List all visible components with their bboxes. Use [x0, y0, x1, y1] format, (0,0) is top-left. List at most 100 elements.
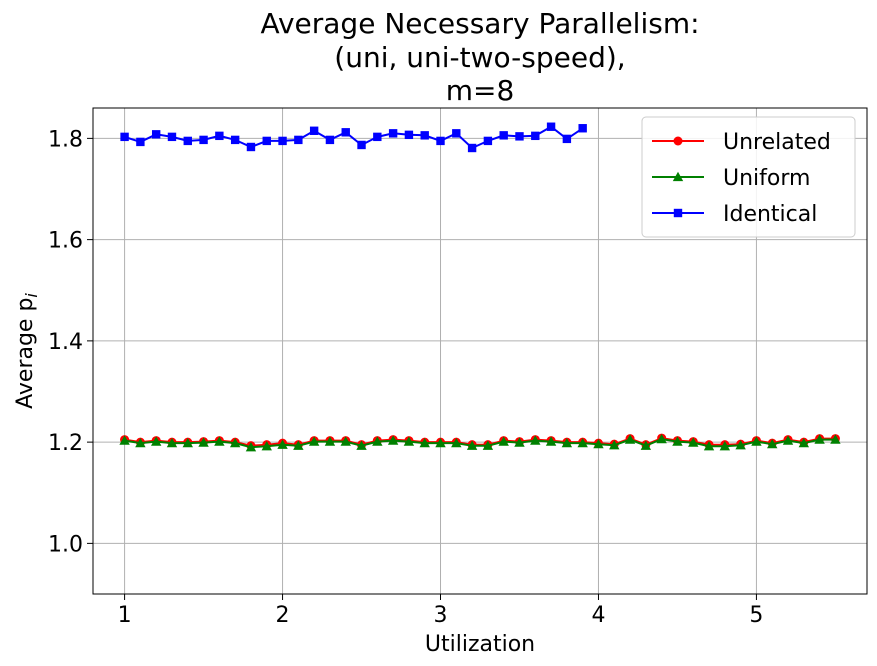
data-point-identical — [436, 136, 445, 146]
data-point-uniform — [482, 440, 494, 450]
data-point-uniform — [514, 437, 525, 447]
data-point-uniform — [561, 437, 573, 448]
data-point-identical — [404, 130, 414, 140]
legend-label-identical: Identical — [723, 202, 817, 227]
data-point-uniform — [830, 434, 841, 444]
legend-frame — [641, 116, 856, 238]
data-point-uniform — [451, 437, 462, 448]
data-point-uniform — [624, 434, 636, 444]
legend-marker-uniform — [672, 171, 684, 182]
y-axis-label-subscript: i — [22, 293, 41, 298]
data-point-uniform — [719, 440, 731, 451]
data-point-identical — [183, 136, 192, 146]
legend-marker-identical — [673, 208, 683, 218]
data-point-identical — [562, 134, 572, 144]
data-point-uniform — [672, 436, 683, 446]
data-point-identical — [357, 140, 366, 150]
data-point-identical — [341, 128, 350, 137]
x-tick-label: 2 — [276, 603, 290, 628]
data-point-uniform — [593, 438, 604, 449]
data-point-identical — [373, 132, 382, 142]
data-point-identical — [167, 132, 177, 142]
y-tick-label: 1.0 — [48, 532, 83, 557]
data-point-identical — [578, 124, 587, 133]
data-point-uniform — [119, 435, 130, 445]
legend-marker-unrelated — [673, 136, 683, 146]
data-point-uniform — [688, 437, 699, 447]
ticks: 1 2 3 4 5 1.0 1.2 1.4 1.6 1.8 — [48, 127, 763, 628]
data-point-identical — [199, 135, 208, 145]
data-point-uniform — [214, 436, 225, 446]
y-axis-label: Average pi — [13, 293, 41, 409]
chart-title-line-3: m=8 — [446, 74, 515, 107]
data-point-uniform — [545, 436, 557, 446]
y-tick-label: 1.8 — [48, 127, 83, 152]
data-point-uniform — [229, 437, 241, 448]
y-tick-label: 1.2 — [48, 431, 83, 456]
data-point-uniform — [814, 434, 825, 444]
data-point-identical — [246, 142, 256, 152]
data-point-uniform — [435, 437, 446, 448]
x-tick-label: 4 — [591, 603, 605, 628]
data-point-uniform — [372, 436, 383, 446]
data-point-uniform — [656, 433, 667, 444]
data-point-uniform — [308, 436, 320, 446]
data-point-uniform — [324, 436, 336, 446]
data-point-uniform — [530, 435, 541, 445]
data-point-uniform — [340, 436, 351, 446]
plot-frame — [92, 107, 868, 595]
data-point-identical — [230, 135, 240, 145]
data-point-uniform — [798, 437, 810, 448]
data-point-identical — [420, 131, 429, 140]
legend-label-unrelated: Unrelated — [723, 130, 831, 155]
data-point-uniform — [198, 437, 209, 447]
data-point-uniform — [640, 440, 652, 450]
series-uniform — [119, 433, 841, 452]
data-point-uniform — [782, 435, 794, 445]
data-point-uniform — [135, 437, 146, 448]
data-point-identical — [467, 143, 477, 153]
data-point-uniform — [387, 435, 399, 445]
data-point-identical — [531, 131, 540, 141]
series-line-identical — [124, 125, 584, 150]
data-point-uniform — [466, 440, 478, 450]
y-tick-label: 1.6 — [48, 229, 83, 254]
data-point-identical — [388, 129, 398, 138]
data-point-identical — [215, 131, 224, 141]
data-point-identical — [483, 136, 493, 146]
series-identical — [120, 122, 587, 153]
data-point-identical — [278, 136, 287, 146]
data-point-uniform — [182, 437, 193, 448]
data-point-identical — [515, 132, 524, 141]
data-point-identical — [136, 137, 145, 147]
data-point-uniform — [293, 440, 304, 450]
data-point-uniform — [498, 436, 509, 446]
x-axis-label: Utilization — [425, 632, 535, 657]
data-point-identical — [499, 131, 508, 140]
series-layer — [119, 122, 841, 452]
x-tick-label: 1 — [118, 603, 132, 628]
data-point-identical — [452, 129, 461, 138]
y-axis-label-main: Average p — [13, 298, 38, 409]
data-point-uniform — [261, 440, 272, 451]
data-point-identical — [294, 135, 303, 145]
data-point-identical — [262, 136, 271, 146]
data-point-uniform — [166, 437, 178, 448]
data-point-uniform — [150, 436, 162, 446]
chart-title-line-2: (uni, uni-two-speed), — [334, 41, 625, 74]
x-tick-label: 3 — [434, 603, 448, 628]
legend: Unrelated Uniform Identical — [641, 116, 856, 238]
data-point-uniform — [245, 441, 257, 452]
legend-label-uniform: Uniform — [723, 166, 810, 191]
chart-title: Average Necessary Parallelism: (uni, uni… — [260, 7, 699, 107]
series-line-uniform — [124, 438, 836, 449]
x-tick-label: 5 — [749, 603, 763, 628]
data-point-identical — [151, 130, 161, 139]
data-point-uniform — [751, 436, 762, 446]
data-point-identical — [325, 135, 335, 145]
data-point-uniform — [419, 437, 430, 448]
data-point-uniform — [735, 439, 746, 450]
data-point-identical — [546, 122, 556, 131]
chart-title-line-1: Average Necessary Parallelism: — [260, 7, 699, 40]
